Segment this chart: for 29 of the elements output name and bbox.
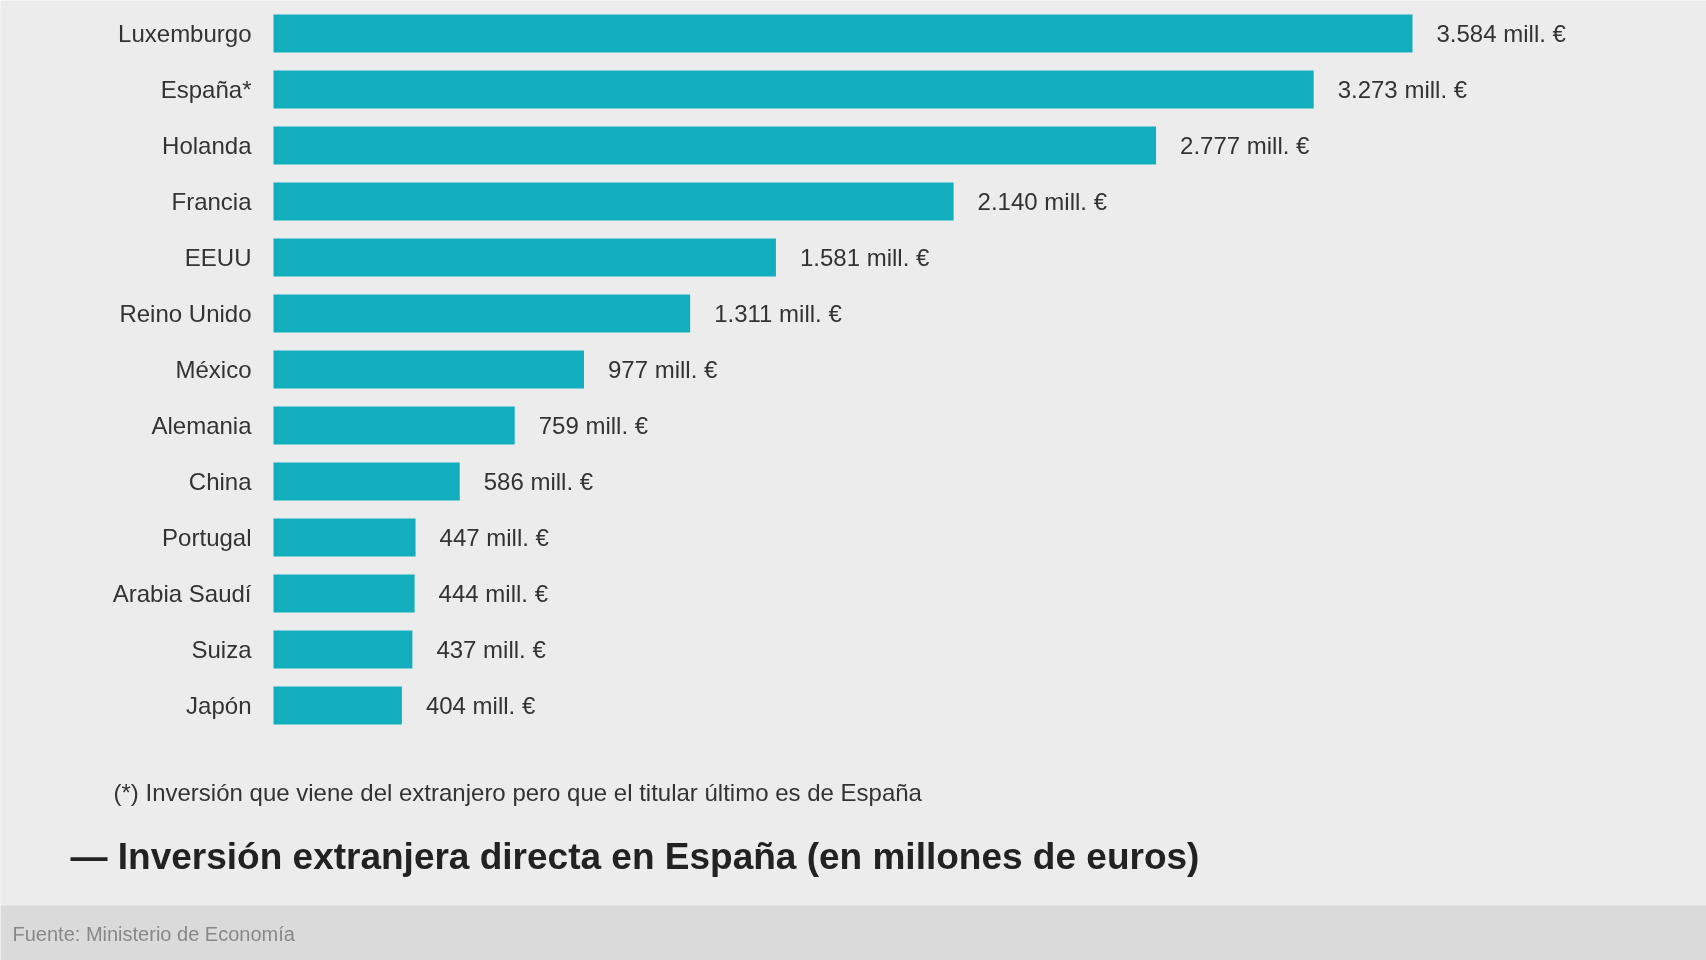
data-label: 977 mill. € — [607, 356, 719, 383]
y-tick-label: México — [175, 356, 252, 383]
y-tick-label: Japón — [186, 692, 252, 719]
data-label: 3.273 mill. € — [1337, 76, 1468, 103]
y-tick-label: Reino Unido — [119, 300, 252, 327]
y-tick-label: China — [188, 468, 253, 495]
y-tick-label: EEUU — [184, 244, 252, 271]
data-label: 586 mill. € — [483, 468, 594, 495]
y-tick-label: Arabia Saudí — [112, 580, 252, 607]
data-label: 444 mill. € — [438, 580, 549, 607]
data-label: 759 mill. € — [538, 412, 649, 439]
y-tick-label: Luxemburgo — [118, 20, 252, 47]
data-label: 1.581 mill. € — [799, 244, 930, 271]
data-label: 3.584 mill. € — [1436, 20, 1567, 47]
data-label: 437 mill. € — [436, 636, 547, 663]
source-note: Fuente: Ministerio de Economía — [12, 922, 296, 945]
y-tick-label: Alemania — [151, 412, 253, 439]
data-label: 404 mill. € — [425, 692, 536, 719]
data-label: 1.311 mill. € — [714, 300, 843, 327]
y-tick-label: Suiza — [191, 636, 253, 663]
y-tick-label: Francia — [171, 188, 253, 215]
y-tick-label: Portugal — [162, 524, 252, 551]
y-tick-label: Holanda — [162, 132, 253, 159]
y-tick-label: España* — [160, 76, 252, 103]
data-label: 2.777 mill. € — [1180, 132, 1311, 159]
data-label: 447 mill. € — [439, 524, 550, 551]
text: — Inversión extranjera directa en España (en millones de euros) — [70, 836, 1200, 877]
data-label: 2.140 mill. € — [977, 188, 1108, 215]
text: (*) Inversión que viene del extranjero pero que el titular último es de España — [113, 779, 923, 806]
